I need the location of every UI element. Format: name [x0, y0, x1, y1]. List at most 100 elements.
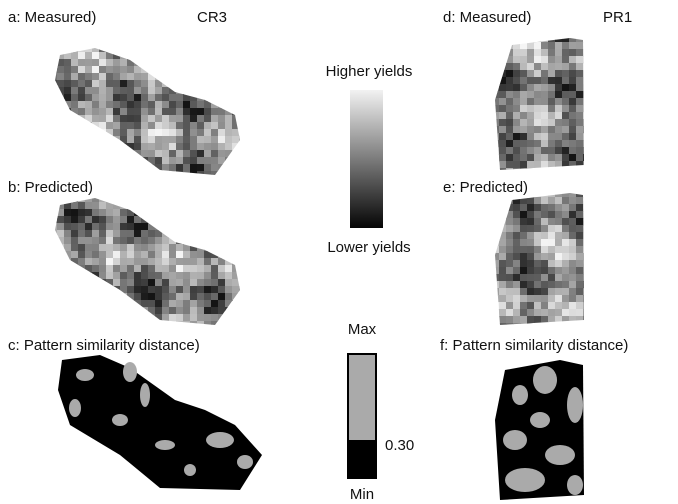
map-cell	[576, 119, 584, 127]
map-cell	[190, 293, 198, 301]
map-cell	[555, 309, 563, 317]
map-cell	[218, 157, 226, 165]
map-cell	[204, 265, 212, 273]
map-cell	[113, 244, 121, 252]
map-cell	[169, 52, 177, 60]
map-cell	[183, 52, 191, 60]
map-cell	[492, 204, 500, 212]
map-cell	[541, 42, 549, 50]
map-cell	[183, 223, 191, 231]
map-cell	[134, 216, 142, 224]
map-cell	[211, 164, 219, 172]
map-cell	[232, 129, 240, 137]
map-cell	[527, 323, 535, 331]
map-cell	[176, 265, 184, 273]
map-cell	[106, 66, 114, 74]
map-cell	[225, 59, 233, 67]
map-cell	[513, 161, 521, 169]
map-cell	[506, 211, 514, 219]
map-cell	[99, 150, 107, 158]
map-cell	[583, 246, 591, 254]
map-cell	[239, 178, 247, 186]
map-cell	[569, 84, 577, 92]
map-cell	[155, 216, 163, 224]
map-cell	[148, 216, 156, 224]
map-cell	[492, 274, 500, 282]
map-cell	[169, 80, 177, 88]
map-cell	[211, 122, 219, 130]
map-cell	[239, 300, 247, 308]
map-cell	[232, 223, 240, 231]
map-cell	[239, 129, 247, 137]
map-cell	[527, 63, 535, 71]
map-cell	[176, 94, 184, 102]
map-cell	[134, 314, 142, 322]
map-cell	[211, 129, 219, 137]
map-cell	[197, 328, 205, 336]
map-cell	[50, 94, 58, 102]
map-cell	[548, 63, 556, 71]
predicted-map-cr3	[50, 195, 247, 336]
map-cell	[134, 80, 142, 88]
map-cell	[232, 122, 240, 130]
map-cell	[569, 105, 577, 113]
map-cell	[141, 321, 149, 329]
map-cell	[225, 272, 233, 280]
map-cell	[78, 115, 86, 123]
map-cell	[562, 309, 570, 317]
map-cell	[548, 42, 556, 50]
map-cell	[57, 136, 65, 144]
map-cell	[78, 314, 86, 322]
map-cell	[183, 251, 191, 259]
panel-label: b: Predicted)	[8, 179, 93, 196]
map-cell	[85, 286, 93, 294]
map-cell	[513, 147, 521, 155]
map-cell	[106, 195, 114, 203]
map-cell	[239, 171, 247, 179]
map-cell	[141, 143, 149, 151]
map-cell	[520, 70, 528, 78]
map-cell	[92, 80, 100, 88]
map-cell	[85, 73, 93, 81]
map-cell	[134, 87, 142, 95]
map-cell	[562, 56, 570, 64]
similarity-map-pr1	[495, 360, 584, 500]
map-cell	[92, 279, 100, 287]
map-cell	[232, 171, 240, 179]
map-cell	[239, 136, 247, 144]
map-cell	[85, 143, 93, 151]
map-cell	[548, 239, 556, 247]
map-cell	[176, 300, 184, 308]
map-cell	[99, 223, 107, 231]
map-cell	[176, 108, 184, 116]
map-cell	[583, 91, 591, 99]
map-cell	[64, 314, 72, 322]
map-cell	[555, 168, 563, 176]
map-cell	[183, 216, 191, 224]
map-cell	[534, 239, 542, 247]
map-cell	[197, 244, 205, 252]
map-cell	[232, 300, 240, 308]
map-cell	[176, 230, 184, 238]
map-cell	[548, 246, 556, 254]
map-cell	[225, 230, 233, 238]
map-cell	[148, 223, 156, 231]
map-cell	[134, 178, 142, 186]
map-cell	[127, 293, 135, 301]
map-cell	[148, 73, 156, 81]
map-cell	[534, 204, 542, 212]
map-cell	[513, 218, 521, 226]
map-cell	[113, 223, 121, 231]
map-cell	[50, 244, 58, 252]
map-cell	[99, 66, 107, 74]
panel-label: a: Measured)	[8, 9, 96, 26]
map-cell	[155, 300, 163, 308]
map-cell	[239, 237, 247, 245]
map-cell	[534, 246, 542, 254]
map-cell	[148, 209, 156, 217]
map-cell	[583, 168, 591, 176]
map-cell	[492, 105, 500, 113]
map-cell	[232, 195, 240, 203]
map-cell	[92, 108, 100, 116]
map-cell	[64, 321, 72, 329]
